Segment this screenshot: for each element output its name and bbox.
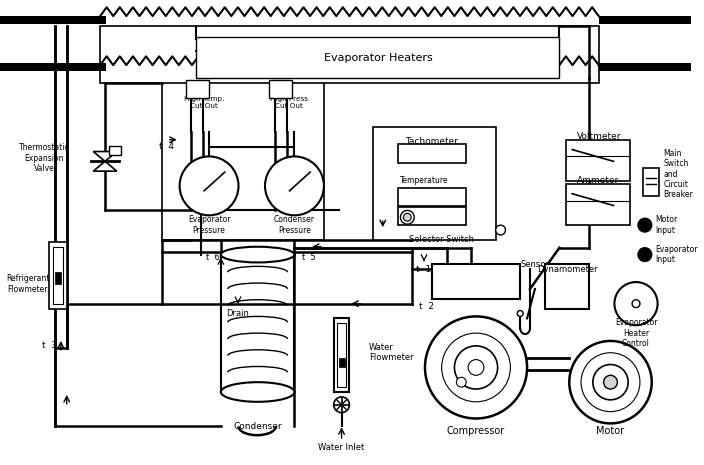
Text: °C: °C xyxy=(427,193,436,202)
Text: Motor
Input: Motor Input xyxy=(655,215,678,235)
Circle shape xyxy=(632,300,640,307)
Circle shape xyxy=(638,218,652,232)
Bar xyxy=(598,63,691,71)
Circle shape xyxy=(265,156,324,215)
Text: High Press
Cut Out: High Press Cut Out xyxy=(270,96,308,109)
Text: Condenser: Condenser xyxy=(233,422,282,431)
Text: Temperature
Indicator: Temperature Indicator xyxy=(400,176,448,196)
Bar xyxy=(196,37,560,78)
Text: Sensor: Sensor xyxy=(520,260,549,269)
Bar xyxy=(598,16,691,24)
Circle shape xyxy=(334,397,349,412)
Bar xyxy=(269,80,292,98)
Bar xyxy=(186,80,209,98)
Bar xyxy=(566,184,630,225)
Bar xyxy=(398,207,466,225)
Text: Drain: Drain xyxy=(227,309,249,318)
Circle shape xyxy=(425,316,527,418)
Text: Refrigerant
Flowmeter: Refrigerant Flowmeter xyxy=(6,274,49,294)
Text: Main
Switch
and
Circuit
Breaker: Main Switch and Circuit Breaker xyxy=(663,149,693,199)
Text: High Temp.
Cut Out: High Temp. Cut Out xyxy=(184,96,225,109)
Text: Tachometer: Tachometer xyxy=(406,137,458,146)
Text: Water Inlet: Water Inlet xyxy=(318,444,365,452)
Circle shape xyxy=(456,377,466,387)
Bar xyxy=(0,63,106,71)
Polygon shape xyxy=(93,152,117,161)
Bar xyxy=(643,168,658,196)
Circle shape xyxy=(401,211,414,224)
Bar xyxy=(545,265,589,309)
Text: Dynamometer: Dynamometer xyxy=(537,265,598,274)
Text: t  2: t 2 xyxy=(420,302,434,311)
Circle shape xyxy=(615,282,658,325)
Bar xyxy=(398,188,466,206)
Circle shape xyxy=(403,213,411,221)
Bar xyxy=(109,146,120,155)
Bar xyxy=(398,144,466,163)
Text: t  4: t 4 xyxy=(159,142,175,151)
Text: t  1: t 1 xyxy=(417,265,432,274)
Text: Compressor: Compressor xyxy=(447,426,505,436)
Text: Voltmeter: Voltmeter xyxy=(577,133,622,141)
Bar xyxy=(337,323,346,387)
Bar xyxy=(55,272,61,284)
Circle shape xyxy=(603,375,617,389)
Bar xyxy=(373,127,496,240)
Text: Evaporator
Heater
Control: Evaporator Heater Control xyxy=(615,318,658,348)
Text: RPM: RPM xyxy=(424,150,440,159)
Bar xyxy=(100,26,598,83)
Text: Thermostatic
Expansion
Valve: Thermostatic Expansion Valve xyxy=(19,144,70,173)
Bar xyxy=(221,254,294,392)
Bar xyxy=(339,358,344,367)
Bar xyxy=(334,319,349,392)
Text: Evaporator
Pressure: Evaporator Pressure xyxy=(188,215,230,235)
Text: t  3: t 3 xyxy=(42,341,56,350)
Text: Motor: Motor xyxy=(596,426,624,436)
Circle shape xyxy=(180,156,239,215)
Text: Evaporator
Input: Evaporator Input xyxy=(655,245,698,264)
Circle shape xyxy=(638,248,652,261)
Circle shape xyxy=(468,359,484,375)
Bar xyxy=(162,78,324,240)
Text: Condenser
Pressure: Condenser Pressure xyxy=(274,215,315,235)
Text: Selector Switch: Selector Switch xyxy=(409,235,474,245)
Bar xyxy=(566,140,630,181)
Circle shape xyxy=(517,311,523,316)
Circle shape xyxy=(593,365,628,400)
Bar xyxy=(432,265,520,299)
Circle shape xyxy=(455,346,498,389)
Text: t  6: t 6 xyxy=(206,253,220,262)
Text: Water
Flowmeter: Water Flowmeter xyxy=(369,343,414,362)
Ellipse shape xyxy=(221,382,294,402)
Bar xyxy=(49,242,67,309)
Text: Evaporator Heaters: Evaporator Heaters xyxy=(324,53,432,63)
Ellipse shape xyxy=(221,247,294,262)
Circle shape xyxy=(570,341,652,424)
Text: Ammeter: Ammeter xyxy=(577,177,620,186)
Bar xyxy=(0,16,106,24)
Bar xyxy=(53,247,63,304)
Circle shape xyxy=(496,225,505,235)
Text: t  5: t 5 xyxy=(302,253,316,262)
Polygon shape xyxy=(93,161,117,171)
